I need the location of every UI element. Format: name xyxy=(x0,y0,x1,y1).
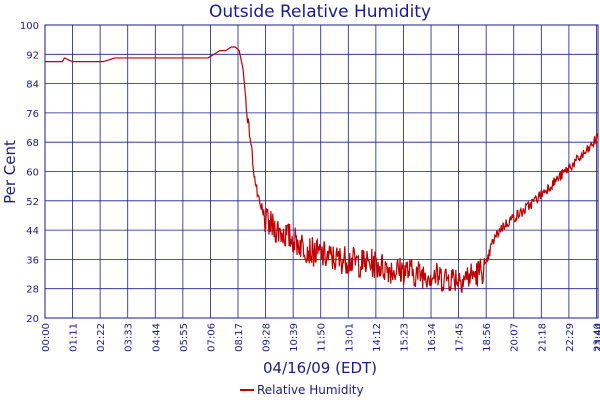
x-tick-label: 10:39 xyxy=(289,323,300,352)
x-tick-label: 09:28 xyxy=(262,323,273,352)
x-axis-label: 04/16/09 (EDT) xyxy=(263,359,377,377)
x-tick-label: 00:00 xyxy=(41,323,52,352)
y-tick-label: 20 xyxy=(26,314,39,325)
x-tick-label: 14:12 xyxy=(372,323,383,352)
x-tick-label: 17:45 xyxy=(455,323,466,352)
series-line-relative-humidity xyxy=(45,46,599,294)
plot-area xyxy=(44,24,599,319)
y-tick-label: 68 xyxy=(26,138,39,149)
x-tick-label: 02:22 xyxy=(96,323,107,352)
x-tick-label: 05:55 xyxy=(179,323,190,352)
x-tick-label: 21:18 xyxy=(537,323,548,352)
chart-title: Outside Relative Humidity xyxy=(209,2,431,22)
legend-label: Relative Humidity xyxy=(257,383,364,397)
y-tick-label: 92 xyxy=(26,50,39,61)
x-tick-label: 03:33 xyxy=(124,323,135,352)
x-tick-label: 23:44 xyxy=(594,323,600,352)
y-tick-label: 84 xyxy=(26,80,39,91)
y-tick-label: 60 xyxy=(26,168,39,179)
x-tick-label: 07:06 xyxy=(206,323,217,352)
grid-lines xyxy=(44,24,599,319)
y-tick-label: 76 xyxy=(26,109,39,120)
y-tick-label: 28 xyxy=(26,285,39,296)
x-tick-label: 20:07 xyxy=(510,323,521,352)
x-axis-ticks: 00:00 01:11 02:22 03:33 04:44 05:55 07:06 08:17… xyxy=(41,323,600,352)
x-tick-label: 01:11 xyxy=(69,323,80,352)
legend: Relative Humidity xyxy=(240,383,364,397)
x-tick-label: 11:50 xyxy=(317,323,328,352)
x-tick-label: 04:44 xyxy=(151,323,162,352)
y-tick-label: 36 xyxy=(26,255,39,266)
x-tick-label: 22:29 xyxy=(565,323,576,352)
y-tick-label: 52 xyxy=(26,197,39,208)
y-axis-label: Per Cent xyxy=(1,140,19,204)
x-tick-label: 13:01 xyxy=(344,323,355,352)
x-tick-label: 16:34 xyxy=(427,323,438,352)
y-tick-label: 44 xyxy=(26,226,39,237)
x-tick-label: 23:40 xyxy=(592,323,600,352)
x-tick-label: 08:17 xyxy=(234,323,245,352)
x-tick-label: 15:23 xyxy=(399,323,410,352)
y-axis-ticks: 20 28 36 44 52 60 68 76 84 92 100 xyxy=(20,21,39,325)
x-tick-label: 18:56 xyxy=(482,323,493,352)
y-tick-label: 100 xyxy=(20,21,39,32)
